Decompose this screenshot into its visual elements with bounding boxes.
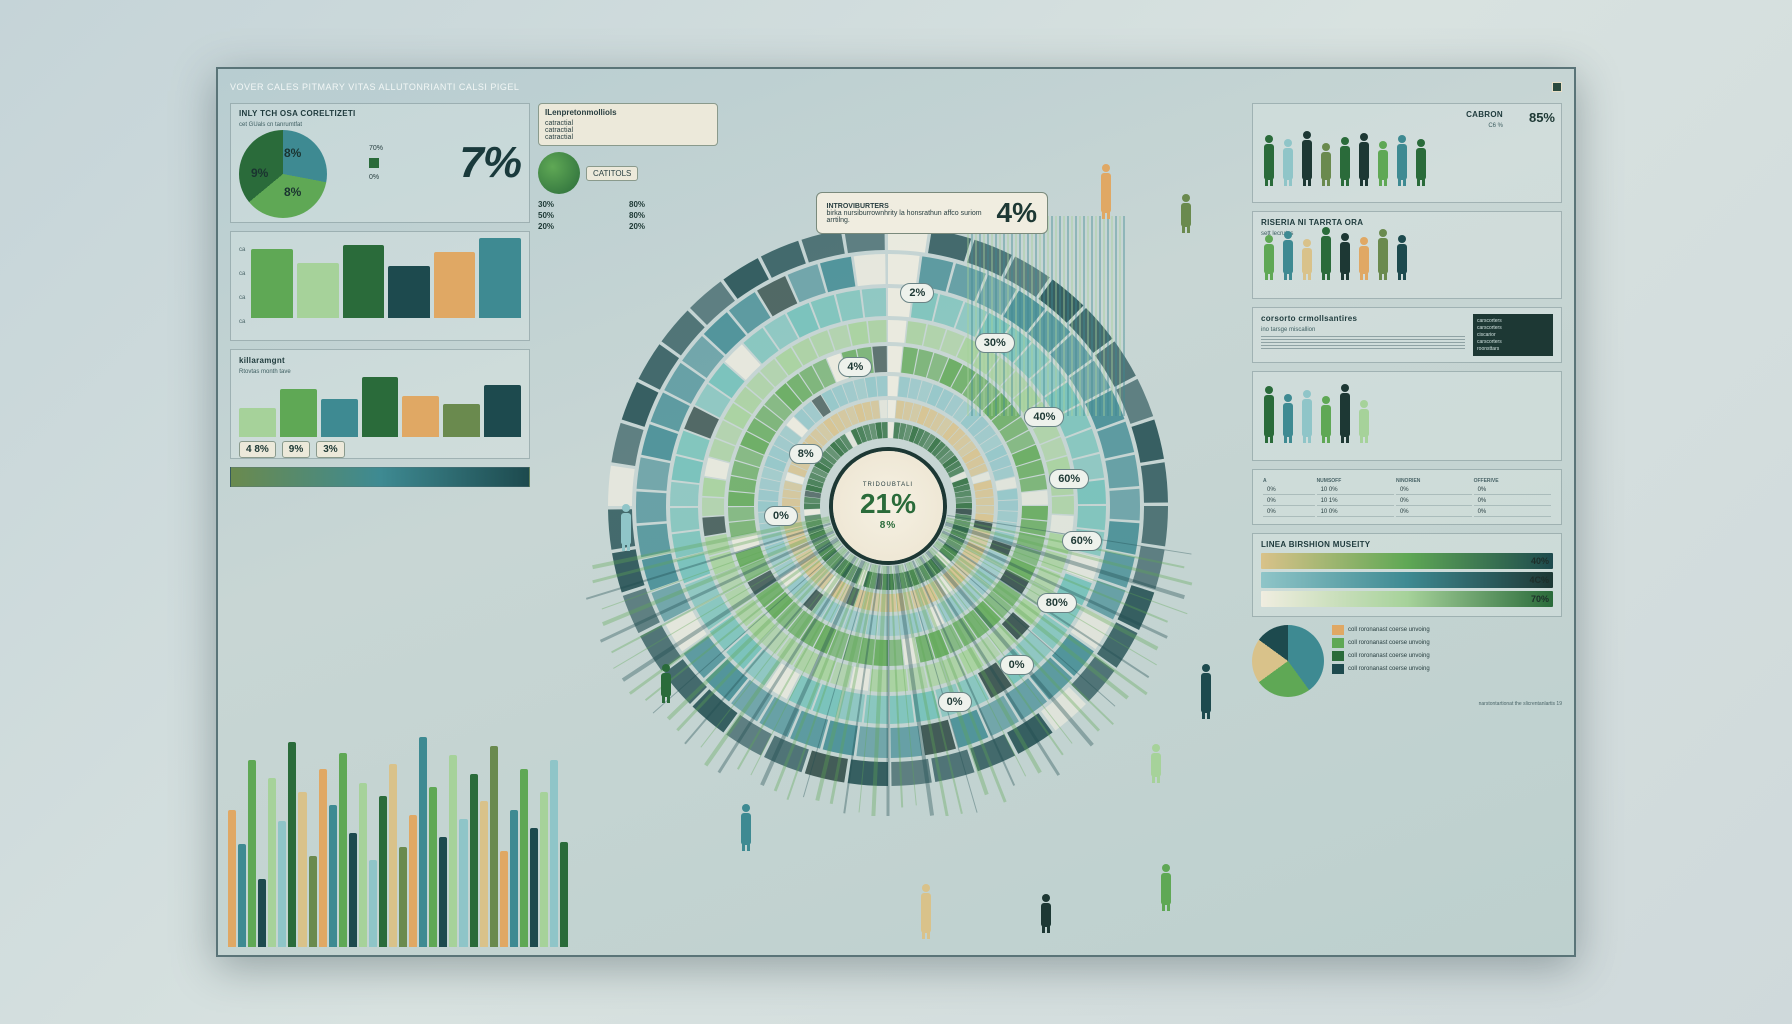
- panel-people-a: 85% CABRON C6 %: [1252, 103, 1562, 203]
- center-value: 21%: [860, 488, 916, 520]
- header-title: VOVER CALES PITMARY VITAS ALLUTONRIANTI …: [230, 82, 519, 92]
- badge: 4 8%: [239, 441, 276, 458]
- infographic-poster: VOVER CALES PITMARY VITAS ALLUTONRIANTI …: [216, 67, 1576, 957]
- grad-bars: 40%4C%70%: [1261, 553, 1553, 607]
- right-column: 85% CABRON C6 % RISERIA NI TARRTA ORA se…: [1252, 103, 1562, 943]
- panel-people-b: RISERIA NI TARRTA ORA sett lecrutes: [1252, 211, 1562, 299]
- radial-sunburst: TRIDOUBTALI 21% 8% INTROVIBURTERS birka …: [578, 196, 1198, 816]
- radial-center-hub: TRIDOUBTALI 21% 8%: [833, 451, 943, 561]
- pie-chart-left: 8%9%8%: [239, 130, 327, 218]
- badge: 3%: [316, 441, 344, 458]
- side-list: carscorters carscorters ciscarior carsco…: [1473, 314, 1553, 356]
- big-stat-7: 7%: [459, 138, 521, 188]
- header: VOVER CALES PITMARY VITAS ALLUTONRIANTI …: [230, 77, 1562, 97]
- panel-bars-b: killaramgnt Rtovtas month tave 4 8% 9% 3…: [230, 349, 530, 459]
- mini-table: ANUMSOFFNINORIENOFFERIVE0%10 0%0%0%0%10 …: [1261, 476, 1553, 519]
- text-lines-icon: [1261, 335, 1465, 349]
- panel-table: ANUMSOFFNINORIENOFFERIVE0%10 0%0%0%0%10 …: [1252, 469, 1562, 525]
- panel-pie-small: INLY TCH OSA CORELTIZETI cet GUals cn ta…: [230, 103, 530, 223]
- legend-footer: narstontartionat the slicrentanlartis 19: [1252, 701, 1562, 707]
- top-callout: INTROVIBURTERS birka nursiburrownhrity l…: [816, 192, 1048, 234]
- panel-people-c: [1252, 371, 1562, 461]
- panel-text: corsorto crmollsantires ino tarsge misca…: [1252, 307, 1562, 363]
- bar-chart-bottom: [228, 737, 568, 947]
- panel-pie-legend: coll roronanast coerse unvoingcoll roron…: [1252, 625, 1562, 697]
- swatch-icon: [369, 158, 379, 168]
- center-column: ILenpretonmolliols catractial catractial…: [538, 103, 1238, 943]
- people-row-c: [1261, 378, 1553, 448]
- people-row-b: [1261, 239, 1553, 285]
- divider-bar: [230, 467, 530, 487]
- people-row-a: [1261, 131, 1553, 191]
- header-marker-icon: [1552, 82, 1562, 92]
- globe-icon: [538, 152, 580, 194]
- badge: 9%: [282, 441, 310, 458]
- bar-chart-a: [251, 238, 521, 318]
- pie-title: INLY TCH OSA CORELTIZETI: [239, 109, 359, 118]
- bar-chart-b: [239, 377, 521, 437]
- pie-chart-right: [1252, 625, 1324, 697]
- pie-side-labels: 70% 0%: [369, 145, 383, 181]
- box-label: CATITOLS: [586, 166, 638, 181]
- pie-sub: cet GUals cn tanrumtfat: [239, 122, 359, 128]
- panel-bars-a: ca ca ca ca: [230, 231, 530, 341]
- legend: coll roronanast coerse unvoingcoll roron…: [1332, 625, 1562, 697]
- panel-grad-bars: LINEA BIRSHION MUSEITY 40%4C%70%: [1252, 533, 1562, 617]
